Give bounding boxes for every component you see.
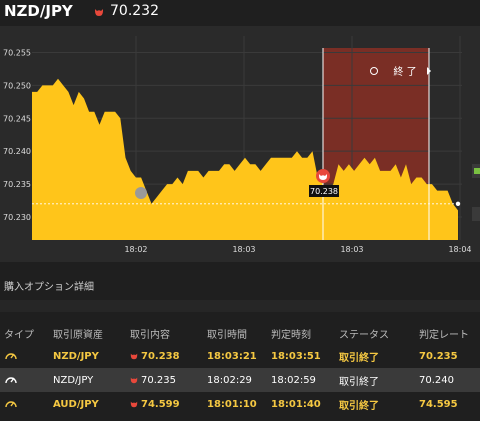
clock-icon — [370, 67, 378, 75]
rate-cell: 70.235 — [419, 350, 458, 362]
gauge-icon — [5, 376, 17, 383]
judge-cell: 18:02:59 — [267, 368, 335, 392]
asset-cell: AUD/JPY — [53, 398, 99, 410]
gauge-icon — [5, 400, 17, 407]
x-tick-label: 18:02 — [124, 245, 147, 254]
down-arrow-icon — [95, 9, 103, 16]
status-cell: 取引終了 — [335, 368, 415, 392]
price-area — [32, 78, 458, 240]
rate-cell: 70.240 — [415, 368, 480, 392]
judge-cell: 18:03:51 — [271, 350, 321, 362]
time-cell: 18:02:29 — [203, 368, 267, 392]
side-tab — [472, 207, 480, 221]
expired-label: 終 了 — [393, 65, 416, 78]
side-tab-indicator — [474, 168, 480, 174]
col-rate[interactable]: 判定レート — [419, 329, 469, 341]
expired-arrow-icon — [427, 67, 431, 75]
y-tick-label: 70.230 — [3, 213, 31, 222]
asset-cell: NZD/JPY — [49, 368, 126, 392]
marker-label: 70.238 — [310, 187, 338, 196]
marker-label-box — [309, 185, 339, 197]
col-content[interactable]: 取引内容 — [130, 329, 170, 341]
table-header-row: タイプ 取引原資産 取引内容 取引時間 判定時刻 ステータス 判定レート — [0, 322, 480, 344]
y-tick-label: 70.255 — [3, 48, 31, 57]
y-tick-label: 70.240 — [3, 147, 31, 156]
down-arrow-icon — [319, 174, 327, 180]
x-tick-label: 18:03 — [232, 245, 255, 254]
x-tick-label: 18:03 — [340, 245, 363, 254]
current-price: 70.232 — [110, 3, 159, 19]
time-cell: 18:03:21 — [207, 350, 257, 362]
x-tick-label: 18:04 — [448, 245, 471, 254]
gauge-icon — [5, 352, 17, 359]
status-cell: 取引終了 — [339, 352, 379, 364]
content-cell: 70.235 — [126, 368, 203, 392]
entry-marker-icon — [135, 187, 147, 199]
asset-cell: NZD/JPY — [53, 350, 99, 362]
table-row[interactable]: AUD/JPY 74.599 18:01:10 18:01:40 取引終了 74… — [0, 392, 480, 416]
time-cell: 18:01:10 — [207, 398, 257, 410]
down-arrow-icon — [130, 401, 138, 407]
rate-cell: 74.595 — [419, 398, 458, 410]
status-cell: 取引終了 — [339, 400, 379, 412]
price-chart-svg: 70.255 70.250 70.245 70.240 70.235 70.230 18:0… — [0, 26, 480, 262]
y-tick-label: 70.235 — [3, 180, 31, 189]
col-judge[interactable]: 判定時刻 — [271, 329, 311, 341]
y-tick-label: 70.250 — [3, 81, 31, 90]
currency-pair: NZD/JPY — [4, 2, 73, 20]
content-cell: 74.599 — [126, 392, 203, 416]
section-title: 購入オプション詳細 — [4, 282, 94, 293]
header-bar: NZD/JPY 70.232 — [0, 0, 480, 26]
col-time[interactable]: 取引時間 — [207, 329, 247, 341]
content-cell: 70.238 — [126, 344, 203, 368]
col-status[interactable]: ステータス — [339, 329, 389, 341]
table-row[interactable]: NZD/JPY 70.235 18:02:29 18:02:59 取引終了 70… — [0, 368, 480, 392]
divider — [0, 300, 480, 312]
price-chart[interactable]: 70.255 70.250 70.245 70.240 70.235 70.230 18:0… — [0, 26, 480, 262]
col-asset[interactable]: 取引原資産 — [53, 329, 103, 341]
down-arrow-icon — [130, 353, 138, 359]
orders-table: タイプ 取引原資産 取引内容 取引時間 判定時刻 ステータス 判定レート NZD… — [0, 322, 480, 416]
col-type[interactable]: タイプ — [4, 329, 34, 341]
judge-cell: 18:01:40 — [271, 398, 321, 410]
y-tick-label: 70.245 — [3, 114, 31, 123]
table-row[interactable]: NZD/JPY 70.238 18:03:21 18:03:51 取引終了 70… — [0, 344, 480, 368]
current-price-dot — [455, 201, 461, 207]
down-arrow-icon — [130, 377, 138, 383]
